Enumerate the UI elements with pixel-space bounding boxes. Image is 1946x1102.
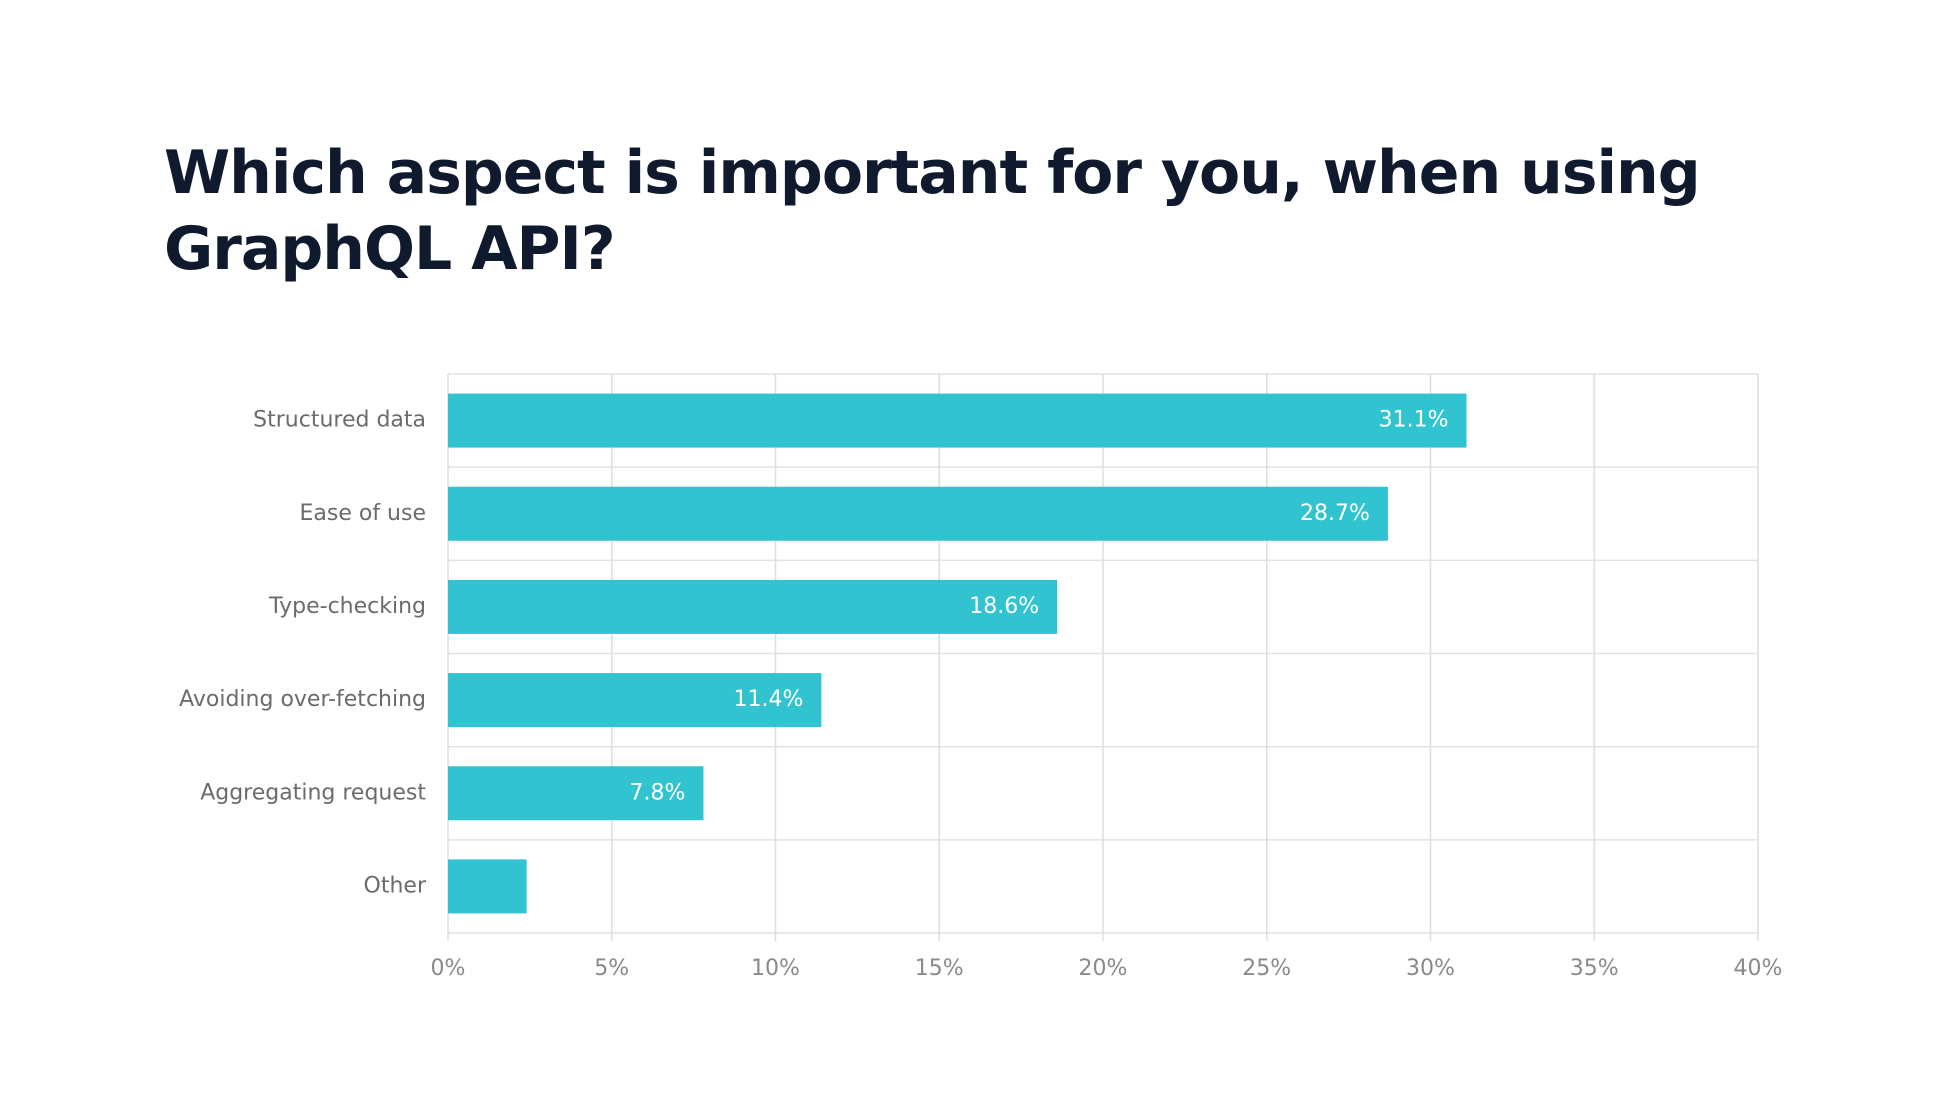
value-label: 7.8% <box>630 780 686 805</box>
x-tick-label: 10% <box>751 956 800 981</box>
bar <box>448 673 822 728</box>
value-label: 11.4% <box>733 687 803 712</box>
x-tick-label: 0% <box>431 956 466 981</box>
value-label: 18.6% <box>969 594 1039 619</box>
bar <box>448 579 1058 634</box>
y-tick-label: Ease of use <box>299 501 426 526</box>
y-tick-label: Structured data <box>253 408 426 433</box>
x-tick-label: 25% <box>1242 956 1291 981</box>
y-tick-label: Aggregating request <box>200 780 426 805</box>
bar <box>448 486 1388 541</box>
x-tick-label: 5% <box>594 956 629 981</box>
x-tick-label: 15% <box>915 956 964 981</box>
chart-title: Which aspect is important for you, when … <box>164 138 1701 284</box>
y-tick-label: Other <box>364 873 427 898</box>
bar <box>448 766 704 821</box>
bar <box>448 859 527 914</box>
x-tick-label: 20% <box>1079 956 1128 981</box>
y-tick-label: Type-checking <box>268 594 426 619</box>
x-tick-label: 40% <box>1734 956 1783 981</box>
value-label: 31.1% <box>1379 408 1449 433</box>
x-tick-label: 30% <box>1406 956 1455 981</box>
x-tick-label: 35% <box>1570 956 1619 981</box>
bar <box>448 393 1467 448</box>
value-label: 28.7% <box>1300 501 1370 526</box>
y-tick-label: Avoiding over-fetching <box>179 687 426 712</box>
